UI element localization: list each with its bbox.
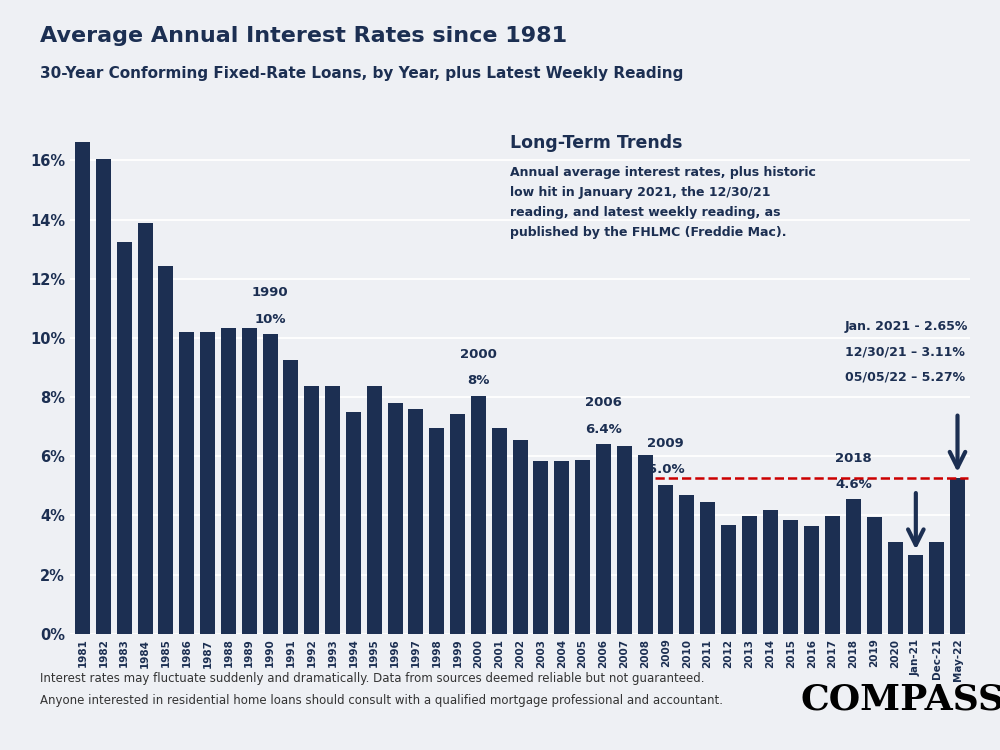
Bar [763, 511, 778, 634]
Text: 2018: 2018 [835, 452, 872, 464]
Bar [658, 484, 673, 634]
Bar [221, 328, 236, 634]
Text: Interest rates may fluctuate suddenly and dramatically. Data from sources deemed: Interest rates may fluctuate suddenly an… [40, 672, 723, 706]
Text: 5.0%: 5.0% [648, 464, 684, 476]
Bar [388, 403, 402, 634]
Text: 2009: 2009 [647, 436, 684, 450]
Text: Long-Term Trends: Long-Term Trends [510, 134, 682, 152]
Text: 2000: 2000 [460, 348, 497, 361]
Bar [492, 427, 507, 634]
Bar [908, 555, 923, 634]
Bar [700, 502, 715, 634]
Text: Annual average interest rates, plus historic
low hit in January 2021, the 12/30/: Annual average interest rates, plus hist… [510, 166, 815, 239]
Text: 6.4%: 6.4% [585, 423, 622, 436]
Bar [929, 542, 944, 634]
Text: 10%: 10% [254, 313, 286, 326]
Bar [179, 332, 194, 634]
Bar [408, 409, 423, 634]
Text: 8%: 8% [467, 374, 490, 387]
Bar [554, 461, 569, 634]
Text: 2006: 2006 [585, 396, 622, 410]
Bar [617, 446, 632, 634]
Bar [242, 328, 257, 634]
Bar [679, 495, 694, 634]
Text: Jan. 2021 - 2.65%: Jan. 2021 - 2.65% [845, 320, 968, 333]
Text: 12/30/21 – 3.11%: 12/30/21 – 3.11% [845, 345, 965, 358]
Bar [325, 386, 340, 634]
Bar [804, 526, 819, 634]
Bar [888, 542, 902, 634]
Bar [846, 500, 861, 634]
Text: Average Annual Interest Rates since 1981: Average Annual Interest Rates since 1981 [40, 26, 567, 46]
Bar [367, 386, 382, 634]
Bar [512, 440, 528, 634]
Text: 1990: 1990 [252, 286, 288, 299]
Bar [742, 516, 757, 634]
Bar [138, 224, 152, 634]
Bar [158, 266, 173, 634]
Text: 30-Year Conforming Fixed-Rate Loans, by Year, plus Latest Weekly Reading: 30-Year Conforming Fixed-Rate Loans, by … [40, 66, 683, 81]
Bar [450, 414, 465, 634]
Text: 4.6%: 4.6% [835, 478, 872, 491]
Text: COMPASS: COMPASS [800, 682, 1000, 716]
Bar [429, 428, 444, 634]
Bar [262, 334, 278, 634]
Bar [825, 516, 840, 634]
Bar [638, 455, 652, 634]
Bar [200, 332, 215, 634]
Bar [117, 242, 132, 634]
Bar [867, 518, 882, 634]
Bar [783, 520, 798, 634]
Bar [533, 461, 548, 634]
Bar [346, 413, 361, 634]
Bar [721, 526, 736, 634]
Bar [283, 360, 298, 634]
Bar [75, 142, 90, 634]
Bar [96, 159, 111, 634]
Bar [471, 395, 486, 634]
Text: 05/05/22 – 5.27%: 05/05/22 – 5.27% [845, 370, 965, 383]
Bar [575, 460, 590, 634]
Bar [596, 444, 611, 634]
Bar [304, 386, 319, 634]
Bar [950, 478, 965, 634]
